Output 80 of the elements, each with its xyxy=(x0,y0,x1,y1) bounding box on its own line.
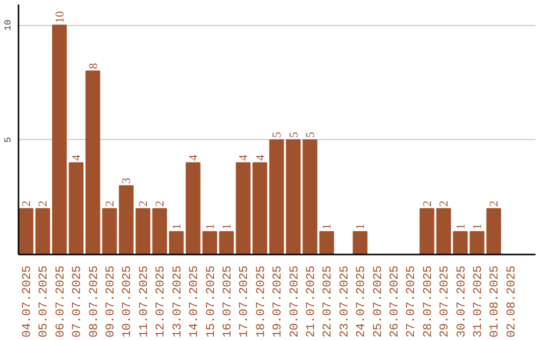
x-tick-label: 08.07.2025 xyxy=(86,265,101,338)
x-tick-label: 26.07.2025 xyxy=(388,265,402,338)
bar xyxy=(52,24,67,254)
data-label: 1 xyxy=(169,224,184,230)
data-label: 1 xyxy=(470,224,484,230)
data-label: 1 xyxy=(202,224,217,230)
bar xyxy=(269,139,284,254)
x-tick-label: 28.07.2025 xyxy=(420,265,435,338)
x-tick-label: 20.07.2025 xyxy=(287,265,302,338)
data-label: 2 xyxy=(486,200,501,207)
data-label: 1 xyxy=(219,224,234,230)
x-tick-label: 21.07.2025 xyxy=(304,265,318,338)
bar xyxy=(118,185,134,254)
data-label: 2 xyxy=(420,200,434,207)
data-label: 1 xyxy=(353,224,368,230)
bar xyxy=(85,70,100,254)
data-label: 1 xyxy=(320,224,334,230)
bar xyxy=(152,208,167,254)
data-label: 2 xyxy=(19,200,34,207)
x-tick-label: 15.07.2025 xyxy=(204,265,218,338)
data-label: 3 xyxy=(119,178,134,184)
bar xyxy=(486,208,502,254)
x-tick-label: 10.07.2025 xyxy=(120,265,134,338)
x-tick-label: 19.07.2025 xyxy=(270,265,285,338)
x-tick-label: 29.07.2025 xyxy=(438,265,452,338)
bar xyxy=(219,231,234,254)
bar xyxy=(319,231,334,254)
x-tick-label: 05.07.2025 xyxy=(36,265,51,338)
bar xyxy=(352,231,368,254)
bar xyxy=(102,208,117,254)
bar xyxy=(452,231,468,254)
x-tick-label: 30.07.2025 xyxy=(454,265,468,338)
x-tick-label: 11.07.2025 xyxy=(136,265,151,338)
data-label: 1 xyxy=(453,224,468,230)
data-label: 5 xyxy=(302,132,317,138)
bar xyxy=(436,208,451,254)
x-tick-label: 01.08.2025 xyxy=(488,265,502,338)
data-label: 2 xyxy=(436,200,451,207)
bar xyxy=(302,139,318,254)
data-label: 5 xyxy=(286,132,300,138)
bar xyxy=(420,208,434,254)
bar xyxy=(470,231,484,254)
x-tick-label: 02.08.2025 xyxy=(504,265,518,338)
data-label: 4 xyxy=(69,154,84,161)
data-label: 4 xyxy=(252,154,267,161)
x-tick-label: 14.07.2025 xyxy=(187,265,202,338)
x-tick-label: 06.07.2025 xyxy=(53,265,68,338)
data-label: 2 xyxy=(152,200,167,207)
x-tick-label: 04.07.2025 xyxy=(20,265,34,338)
x-tick-label: 09.07.2025 xyxy=(104,265,118,338)
x-tick-label: 31.07.2025 xyxy=(471,265,486,338)
data-label: 10 xyxy=(52,11,66,24)
x-tick-label: 23.07.2025 xyxy=(337,265,352,338)
x-tick-label: 17.07.2025 xyxy=(237,265,252,338)
x-tick-label: 07.07.2025 xyxy=(70,265,84,338)
bar xyxy=(252,162,268,254)
x-tick-label: 16.07.2025 xyxy=(220,265,234,338)
data-label: 4 xyxy=(186,154,200,161)
data-label: 2 xyxy=(136,200,150,207)
bar xyxy=(18,208,34,254)
bar xyxy=(35,208,50,254)
bar xyxy=(186,162,200,254)
x-tick-label: 22.07.2025 xyxy=(320,265,335,338)
x-tick-label: 24.07.2025 xyxy=(354,265,368,338)
x-tick-label: 25.07.2025 xyxy=(370,265,385,338)
data-label: 8 xyxy=(86,63,100,70)
bar xyxy=(68,162,84,254)
bar xyxy=(286,139,301,254)
x-tick-label: 27.07.2025 xyxy=(404,265,418,338)
data-label: 2 xyxy=(102,200,117,207)
bar xyxy=(236,162,251,254)
x-tick-label: 13.07.2025 xyxy=(170,265,184,338)
x-tick-label: 12.07.2025 xyxy=(154,265,168,338)
bar xyxy=(136,208,150,254)
data-label: 2 xyxy=(36,200,50,207)
x-tick-label: 18.07.2025 xyxy=(254,265,268,338)
bar xyxy=(169,231,184,254)
data-label: 5 xyxy=(270,132,284,138)
data-label: 4 xyxy=(236,154,250,161)
bar xyxy=(202,231,218,254)
